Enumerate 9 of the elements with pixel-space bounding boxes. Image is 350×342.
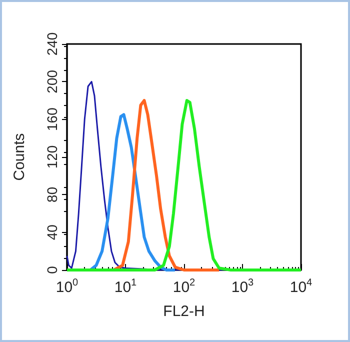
y-tick-label: 0 xyxy=(44,266,60,274)
y-tick-label: 80 xyxy=(44,186,60,202)
x-axis-title: FL2-H xyxy=(163,303,205,320)
y-tick-label: 40 xyxy=(44,224,60,240)
y-tick-label: 240 xyxy=(44,32,60,56)
y-tick-label: 120 xyxy=(44,145,60,169)
y-axis-title: Counts xyxy=(11,133,28,181)
y-tick-label: 200 xyxy=(44,70,60,94)
y-tick-label: 160 xyxy=(44,107,60,132)
